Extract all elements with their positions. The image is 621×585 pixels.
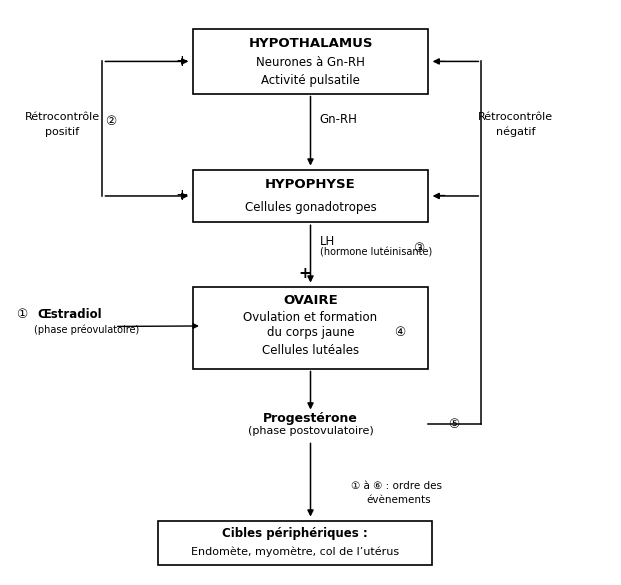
Text: Activité pulsatile: Activité pulsatile [261,74,360,87]
Text: ① à ⑥ : ordre des: ① à ⑥ : ordre des [351,480,442,491]
Text: HYPOPHYSE: HYPOPHYSE [265,178,356,191]
Text: +: + [175,54,188,69]
Text: (phase préovulatoire): (phase préovulatoire) [34,324,139,335]
Text: du corps jaune: du corps jaune [267,326,354,339]
Text: OVAIRE: OVAIRE [283,294,338,307]
Text: Endomète, myomètre, col de l’utérus: Endomète, myomètre, col de l’utérus [191,547,399,558]
Text: LH: LH [320,235,335,248]
Text: ④: ④ [394,326,406,339]
Text: −: − [433,188,446,204]
FancyBboxPatch shape [193,170,428,222]
Text: négatif: négatif [496,126,535,137]
Text: −: − [433,54,446,69]
Text: Ovulation et formation: Ovulation et formation [243,311,378,324]
Text: Progestérone: Progestérone [263,412,358,425]
Text: ②: ② [106,115,117,128]
FancyBboxPatch shape [193,29,428,94]
Text: positif: positif [45,126,79,137]
Text: ⑤: ⑤ [448,418,459,431]
Text: Cellules lutéales: Cellules lutéales [262,344,359,357]
Text: +: + [175,188,188,204]
Text: HYPOTHALAMUS: HYPOTHALAMUS [248,37,373,50]
Text: (phase postovulatoire): (phase postovulatoire) [248,426,373,436]
Text: (hormone lutéinisante): (hormone lutéinisante) [320,247,432,257]
Text: +: + [298,266,310,281]
Text: ①: ① [16,308,27,321]
Text: Gn-RH: Gn-RH [320,113,358,126]
Text: Rétrocontrôle: Rétrocontrôle [478,112,553,122]
Text: Neurones à Gn-RH: Neurones à Gn-RH [256,56,365,69]
Text: évènements: évènements [366,495,431,505]
Text: Cellules gonadotropes: Cellules gonadotropes [245,201,376,214]
Text: Rétrocontrôle: Rétrocontrôle [25,112,99,122]
Text: ③: ③ [414,242,425,255]
FancyBboxPatch shape [158,521,432,565]
Text: Cibles périphériques :: Cibles périphériques : [222,527,368,541]
Text: Œstradiol: Œstradiol [37,308,102,321]
FancyBboxPatch shape [193,287,428,369]
